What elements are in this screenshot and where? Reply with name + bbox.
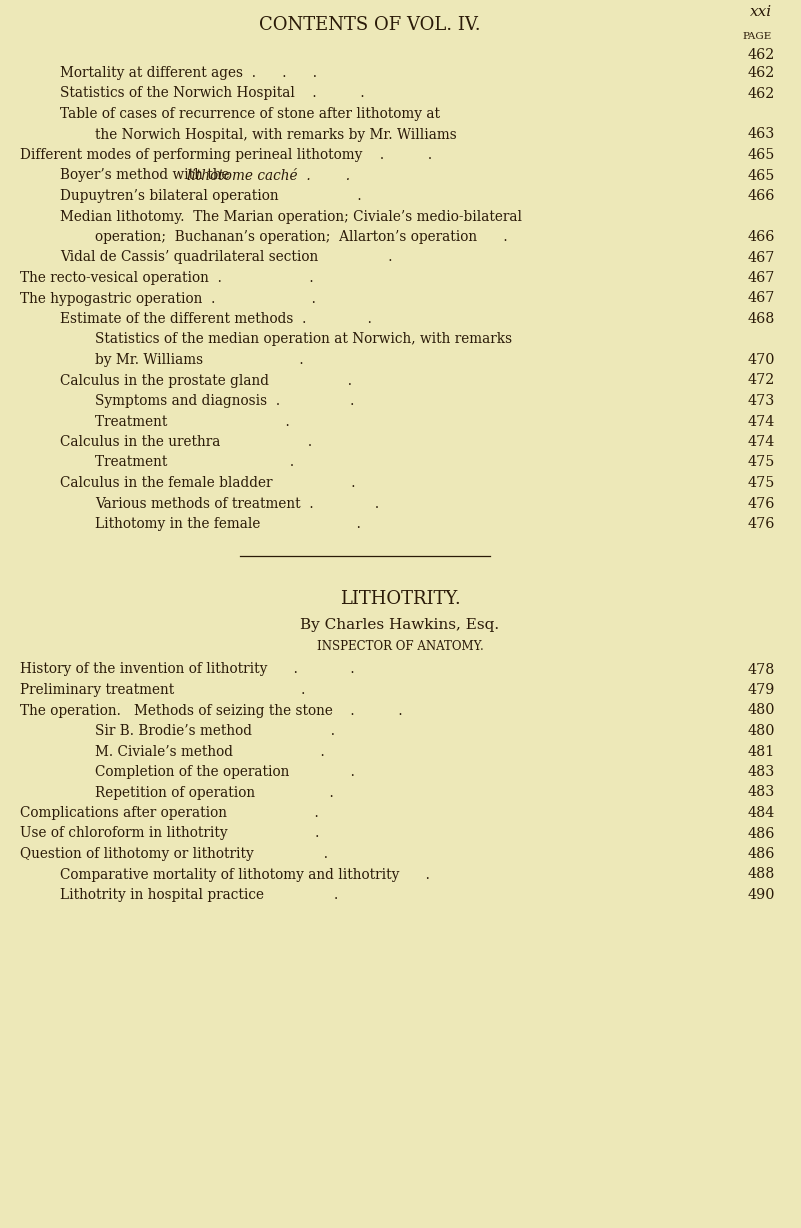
Text: 466: 466 [747,230,775,244]
Text: The hypogastric operation  .                      .: The hypogastric operation . . [20,291,316,306]
Text: Complications after operation                    .: Complications after operation . [20,806,319,820]
Text: Mortality at different ages  .      .      .: Mortality at different ages . . . [60,66,317,80]
Text: History of the invention of lithotrity      .            .: History of the invention of lithotrity .… [20,662,355,677]
Text: 476: 476 [747,496,775,511]
Text: 467: 467 [747,291,775,306]
Text: Calculus in the prostate gland                  .: Calculus in the prostate gland . [60,373,352,388]
Text: Median lithotomy.  The Marian operation; Civiale’s medio-bilateral: Median lithotomy. The Marian operation; … [60,210,522,223]
Text: 462: 462 [748,48,775,61]
Text: Calculus in the female bladder                  .: Calculus in the female bladder . [60,476,356,490]
Text: 475: 475 [747,456,775,469]
Text: 478: 478 [747,662,775,677]
Text: CONTENTS OF VOL. IV.: CONTENTS OF VOL. IV. [260,16,481,34]
Text: 481: 481 [748,744,775,759]
Text: Comparative mortality of lithotomy and lithotrity      .: Comparative mortality of lithotomy and l… [60,867,430,882]
Text: By Charles Hawkins, Esq.: By Charles Hawkins, Esq. [300,619,500,632]
Text: 479: 479 [747,683,775,698]
Text: 474: 474 [747,415,775,429]
Text: by Mr. Williams                      .: by Mr. Williams . [95,352,304,367]
Text: 476: 476 [747,517,775,530]
Text: 472: 472 [748,373,775,388]
Text: 466: 466 [747,189,775,203]
Text: Treatment                            .: Treatment . [95,456,294,469]
Text: lithotome caché  .        .: lithotome caché . . [187,168,350,183]
Text: 483: 483 [748,786,775,799]
Text: 463: 463 [748,128,775,141]
Text: Calculus in the urethra                    .: Calculus in the urethra . [60,435,312,449]
Text: 480: 480 [747,725,775,738]
Text: Estimate of the different methods  .              .: Estimate of the different methods . . [60,312,372,325]
Text: The recto-vesical operation  .                    .: The recto-vesical operation . . [20,271,314,285]
Text: Repetition of operation                 .: Repetition of operation . [95,786,334,799]
Text: Table of cases of recurrence of stone after lithotomy at: Table of cases of recurrence of stone af… [60,107,440,122]
Text: Vidal de Cassis’ quadrilateral section                .: Vidal de Cassis’ quadrilateral section . [60,251,392,264]
Text: 473: 473 [748,394,775,408]
Text: Symptoms and diagnosis  .                .: Symptoms and diagnosis . . [95,394,354,408]
Text: 480: 480 [747,704,775,717]
Text: 483: 483 [748,765,775,779]
Text: The operation.   Methods of seizing the stone    .          .: The operation. Methods of seizing the st… [20,704,403,717]
Text: 465: 465 [747,149,775,162]
Text: Treatment                           .: Treatment . [95,415,290,429]
Text: Lithotrity in hospital practice                .: Lithotrity in hospital practice . [60,888,338,903]
Text: Various methods of treatment  .              .: Various methods of treatment . . [95,496,379,511]
Text: Lithotomy in the female                      .: Lithotomy in the female . [95,517,361,530]
Text: 475: 475 [747,476,775,490]
Text: Question of lithotomy or lithotrity                .: Question of lithotomy or lithotrity . [20,847,328,861]
Text: the Norwich Hospital, with remarks by Mr. Williams: the Norwich Hospital, with remarks by Mr… [95,128,457,141]
Text: Dupuytren’s bilateral operation                  .: Dupuytren’s bilateral operation . [60,189,361,203]
Text: Use of chloroform in lithotrity                    .: Use of chloroform in lithotrity . [20,826,320,840]
Text: 467: 467 [747,251,775,264]
Text: 462: 462 [748,86,775,101]
Text: 486: 486 [747,847,775,861]
Text: Statistics of the Norwich Hospital    .          .: Statistics of the Norwich Hospital . . [60,86,364,101]
Text: Different modes of performing perineal lithotomy    .          .: Different modes of performing perineal l… [20,149,432,162]
Text: 467: 467 [747,271,775,285]
Text: INSPECTOR OF ANATOMY.: INSPECTOR OF ANATOMY. [316,641,483,653]
Text: 465: 465 [747,168,775,183]
Text: PAGE: PAGE [743,32,772,41]
Text: operation;  Buchanan’s operation;  Allarton’s operation      .: operation; Buchanan’s operation; Allarto… [95,230,508,244]
Text: 488: 488 [747,867,775,882]
Text: 490: 490 [747,888,775,903]
Text: 474: 474 [747,435,775,449]
Text: 470: 470 [747,352,775,367]
Text: Preliminary treatment                             .: Preliminary treatment . [20,683,305,698]
Text: Boyer’s method with the: Boyer’s method with the [60,168,234,183]
Text: 486: 486 [747,826,775,840]
Text: xxi: xxi [750,5,772,18]
Text: 468: 468 [747,312,775,325]
Text: M. Civiale’s method                    .: M. Civiale’s method . [95,744,324,759]
Text: Sir B. Brodie’s method                  .: Sir B. Brodie’s method . [95,725,335,738]
Text: 484: 484 [747,806,775,820]
Text: Completion of the operation              .: Completion of the operation . [95,765,355,779]
Text: Statistics of the median operation at Norwich, with remarks: Statistics of the median operation at No… [95,333,512,346]
Text: LITHOTRITY.: LITHOTRITY. [340,591,461,609]
Text: 462: 462 [748,66,775,80]
